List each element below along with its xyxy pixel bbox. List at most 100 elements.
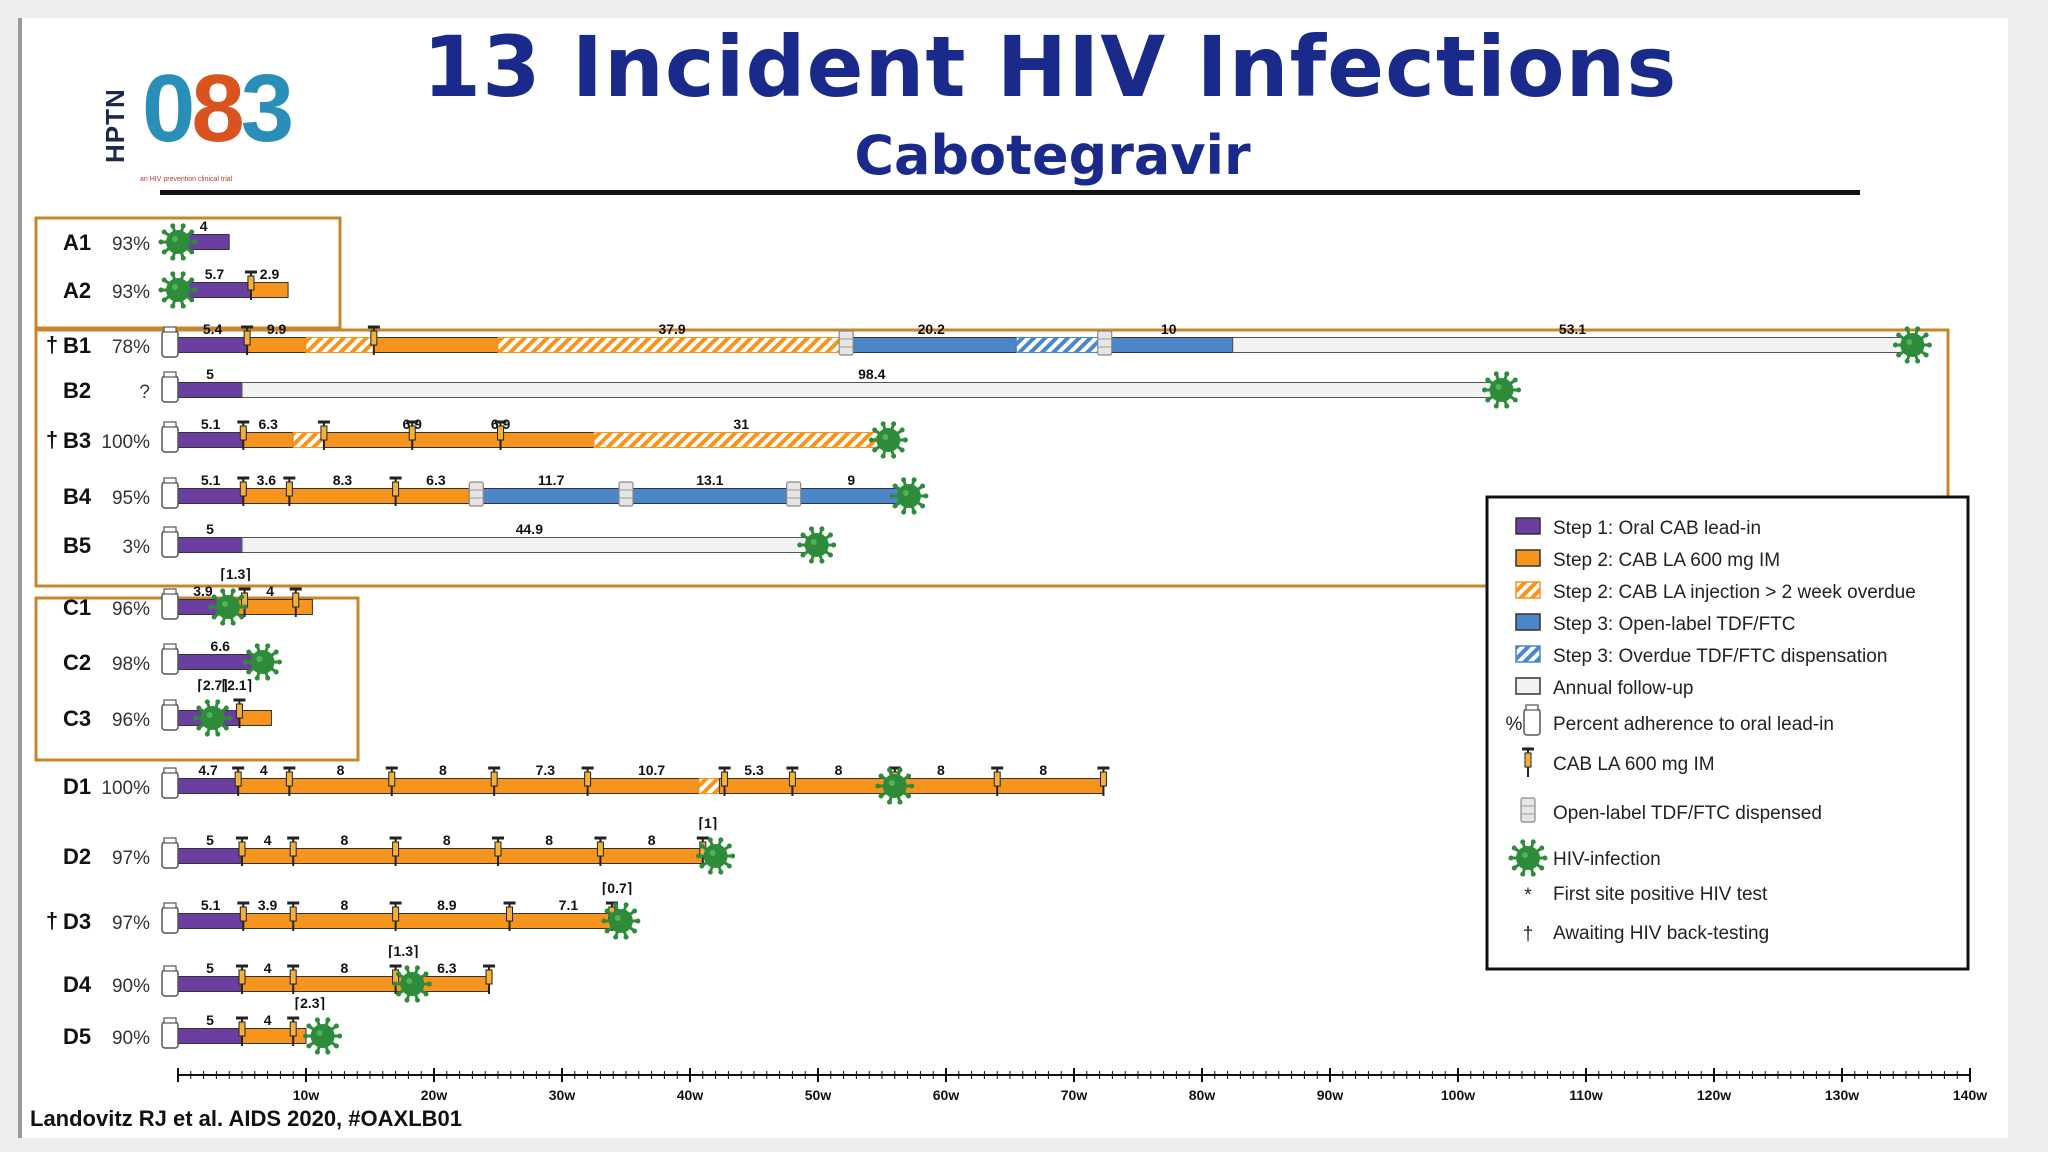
virus-spike-tip [273, 649, 279, 655]
logo-number: 083 [142, 55, 294, 162]
segment-label: 10.7 [638, 762, 665, 778]
bar-segment-tdf [475, 488, 627, 504]
bar-segment-tdf_overdue [1015, 337, 1106, 353]
segment-label: 8 [337, 762, 345, 778]
segment-label: 31 [733, 416, 749, 432]
legend-symbol-star: * [1524, 885, 1532, 906]
virus-spot [882, 434, 889, 440]
bottle-body [161, 481, 179, 509]
virus-spike-tip [211, 614, 217, 620]
syringe-icon [991, 766, 1004, 796]
segment-label: 53.1 [1559, 321, 1586, 337]
virus-spike-tip [193, 715, 199, 721]
syringe-icon [236, 1016, 248, 1046]
syringe-barrel [485, 969, 493, 985]
virus-spike-tip [1520, 839, 1526, 845]
legend-label: HIV-infection [1553, 849, 1661, 870]
segment-label: 4 [264, 1012, 272, 1028]
syringe-icon [236, 836, 248, 866]
virus-spike-tip [699, 843, 705, 849]
syringe-barrel [235, 703, 243, 719]
syringe-barrel [289, 1021, 297, 1037]
virus-spike-tip [872, 447, 878, 453]
tdf-bottle-body [838, 330, 854, 356]
syringe-icon [367, 325, 380, 355]
virus-body [250, 650, 275, 674]
virus-spike-tip [897, 799, 903, 805]
syringe-icon [241, 325, 254, 355]
virus-spike-tip [395, 991, 401, 997]
legend-symbol-dagger: † [1523, 924, 1534, 945]
virus-spike-tip [189, 229, 195, 235]
row-id: B4 [63, 484, 92, 509]
virus-spike-tip [215, 699, 221, 705]
x-tick-label: 110w [1569, 1087, 1603, 1103]
virus-spike-tip [730, 853, 736, 859]
virus-spike-tip [273, 669, 279, 675]
virus-spike-tip [314, 1017, 320, 1023]
tdf-bottle-body [1097, 330, 1113, 356]
syringe-barrel [289, 841, 297, 857]
timeline-row-d3: † D3 97% 5.1 3.9 8 8.9 7.1 ⌈0.7⌉ [46, 880, 632, 934]
virus-body [608, 909, 633, 933]
segment-label: 8 [1039, 762, 1047, 778]
virus-spike-tip [1504, 403, 1510, 409]
syringe-barrel [285, 481, 293, 497]
virus-spot [709, 850, 716, 856]
segment-label: 5.4 [203, 321, 223, 337]
segment-label: 8 [341, 832, 349, 848]
segment-label: 4 [200, 218, 208, 234]
virus-spike-tip [604, 908, 610, 914]
bar-segment-oral [177, 1028, 243, 1044]
bottle-body [161, 330, 179, 358]
virus-spike-tip [189, 249, 195, 255]
adherence-percent: 3% [123, 537, 151, 558]
virus-spike-tip [909, 783, 915, 789]
timeline-row-b2: B2 ? 5 98.4 [63, 366, 1503, 403]
adherence-percent: 100% [101, 432, 150, 453]
legend-swatch-tdf_overdue [1515, 645, 1541, 663]
segment-label: 5.1 [201, 416, 221, 432]
syringe-icon [718, 766, 731, 796]
segment-label: 4 [264, 960, 272, 976]
virus-body [166, 230, 190, 254]
segment-label: 6.3 [259, 416, 279, 432]
virus-spike-tip [423, 991, 429, 997]
segment-label: 8 [439, 762, 447, 778]
segment-label: 8 [835, 762, 843, 778]
x-tick-label: 10w [293, 1087, 320, 1103]
virus-spike-tip [1539, 865, 1545, 871]
virus-body [310, 1024, 335, 1048]
timeline-row-a2: A2 93% 5.7 2.9 [63, 266, 289, 303]
dagger-marker: † [46, 332, 58, 357]
legend-box [1485, 495, 1970, 971]
virus-spike-tip [230, 620, 236, 626]
bottle-cap [1525, 704, 1539, 711]
syringe-barrel [234, 771, 242, 787]
virus-spike-tip [868, 437, 874, 443]
bottle-body [161, 969, 179, 997]
bottle-cap [163, 837, 177, 844]
timeline-row-d2: D2 97% 5 4 8 8 8 8 ⌈1⌉ [63, 815, 717, 869]
virus-body [703, 844, 728, 868]
virus-spot [614, 915, 621, 921]
bar-segment-oral [177, 488, 244, 504]
syringe-icon [483, 964, 496, 994]
syringe-icon [317, 420, 330, 450]
timeline-row-c2: C2 98% 6.6 [63, 638, 263, 675]
bar-segment-cab [250, 282, 289, 298]
segment-label: 8 [545, 832, 553, 848]
bar-segment-cab_overdue [292, 432, 325, 448]
segment-label: 8 [443, 832, 451, 848]
bar-segment-oral [177, 382, 243, 398]
row-id: C3 [63, 706, 91, 731]
virus-spike-tip [892, 503, 898, 509]
bar-segment-annual [241, 382, 1503, 398]
virus-spot [1522, 852, 1528, 858]
syringe-icon [503, 901, 516, 931]
virus-spike-tip [892, 483, 898, 489]
virus-spike-tip [161, 249, 167, 255]
virus-spike-tip [180, 223, 186, 229]
virus-spike-tip [204, 699, 210, 705]
syringe-barrel [370, 330, 378, 346]
